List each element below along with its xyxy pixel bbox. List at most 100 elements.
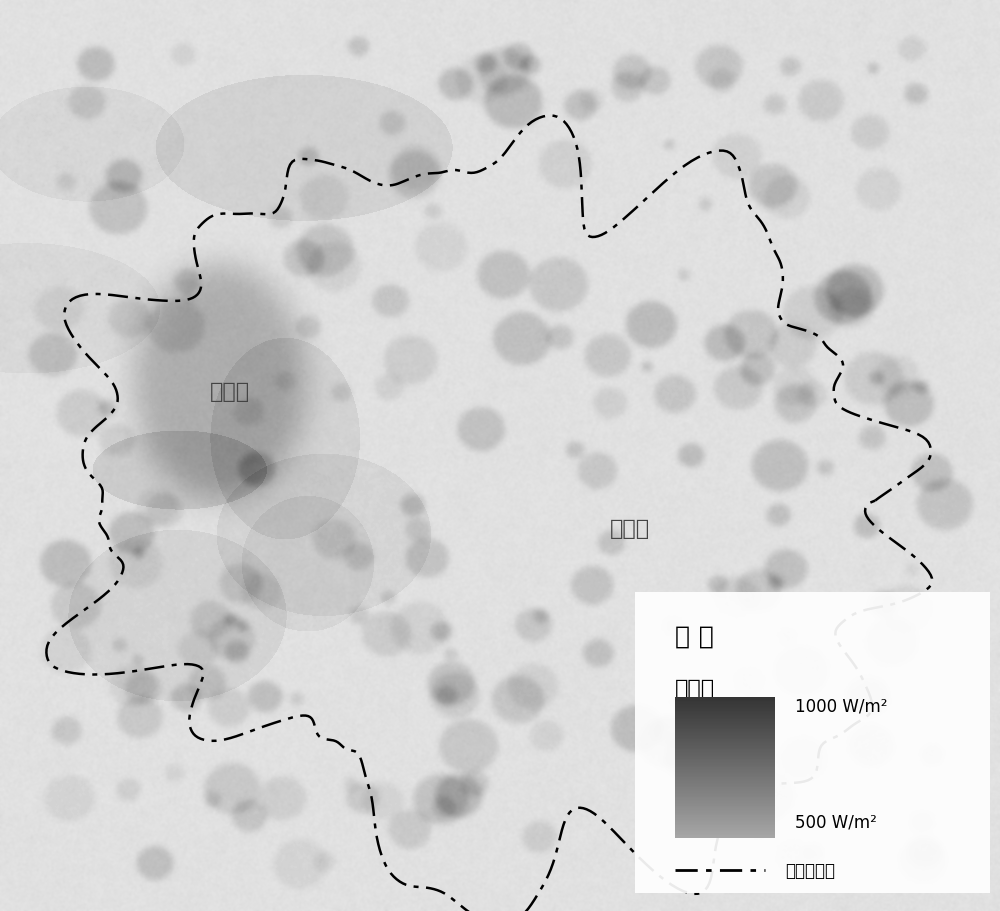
Bar	[675, 701, 775, 702]
Bar	[675, 817, 775, 818]
Bar	[675, 789, 775, 790]
Bar	[675, 836, 775, 838]
Bar	[675, 812, 775, 813]
Bar	[675, 835, 775, 836]
Bar	[675, 714, 775, 715]
Bar	[675, 794, 775, 796]
Bar	[675, 774, 775, 776]
Bar	[675, 767, 775, 769]
Bar	[675, 782, 775, 783]
Bar	[675, 717, 775, 718]
Bar	[675, 821, 775, 823]
Bar	[675, 731, 775, 732]
Bar	[675, 771, 775, 772]
Bar	[675, 759, 775, 761]
Bar	[675, 756, 775, 758]
Bar	[675, 710, 775, 711]
Bar	[675, 773, 775, 774]
Bar	[675, 834, 775, 835]
Bar	[675, 723, 775, 725]
Bar	[675, 790, 775, 792]
Bar	[675, 813, 775, 814]
Bar	[675, 762, 775, 763]
Bar	[675, 733, 775, 735]
Bar	[675, 700, 775, 701]
Bar	[675, 728, 775, 730]
Bar	[675, 787, 775, 789]
Bar	[675, 810, 775, 812]
Bar	[675, 705, 775, 707]
Bar	[675, 784, 775, 786]
Bar	[675, 746, 775, 748]
Bar	[675, 751, 775, 752]
Bar	[675, 796, 775, 797]
Bar	[675, 752, 775, 753]
Bar	[675, 730, 775, 731]
Bar	[675, 720, 775, 721]
Bar	[675, 833, 775, 834]
Bar	[675, 804, 775, 805]
Bar	[675, 758, 775, 759]
Bar	[675, 738, 775, 740]
Bar	[675, 780, 775, 782]
Text: 净辐射: 净辐射	[675, 679, 715, 699]
Text: 500 W/m²: 500 W/m²	[795, 813, 877, 831]
Bar	[675, 721, 775, 722]
Bar	[675, 712, 775, 714]
Bar	[675, 808, 775, 810]
Bar	[675, 742, 775, 743]
Bar	[675, 828, 775, 830]
Bar	[675, 783, 775, 784]
Text: 1000 W/m²: 1000 W/m²	[795, 697, 888, 715]
Bar	[675, 763, 775, 764]
Bar	[675, 753, 775, 755]
Bar	[675, 764, 775, 766]
Bar	[675, 805, 775, 807]
FancyBboxPatch shape	[635, 592, 990, 893]
Bar	[675, 779, 775, 780]
Bar	[675, 727, 775, 728]
Bar	[675, 748, 775, 749]
Bar	[675, 722, 775, 723]
Text: 成都市: 成都市	[210, 382, 250, 402]
Bar	[675, 718, 775, 720]
Bar	[675, 800, 775, 802]
Bar	[675, 786, 775, 787]
Text: 重庆市: 重庆市	[610, 518, 650, 538]
Text: 图 例: 图 例	[675, 624, 714, 648]
Bar	[675, 699, 775, 700]
Bar	[675, 732, 775, 733]
Bar	[675, 741, 775, 742]
Text: 研究区范围: 研究区范围	[785, 861, 835, 879]
Bar	[675, 830, 775, 831]
Bar	[675, 797, 775, 799]
Bar	[675, 707, 775, 708]
Bar	[675, 755, 775, 756]
Bar	[675, 708, 775, 710]
Bar	[675, 766, 775, 767]
Bar	[675, 736, 775, 738]
Bar	[675, 740, 775, 741]
Bar	[675, 824, 775, 825]
Bar	[675, 793, 775, 794]
Bar	[675, 769, 775, 771]
Bar	[675, 772, 775, 773]
Bar	[675, 823, 775, 824]
Bar	[675, 792, 775, 793]
Bar	[675, 831, 775, 833]
Bar	[675, 697, 775, 699]
Bar	[675, 803, 775, 804]
Bar	[675, 814, 775, 815]
Bar	[675, 702, 775, 704]
Bar	[675, 827, 775, 828]
Bar	[675, 711, 775, 712]
Bar	[675, 715, 775, 717]
Bar	[675, 761, 775, 762]
Bar	[675, 743, 775, 745]
Bar	[675, 815, 775, 817]
Bar	[675, 799, 775, 800]
Bar	[675, 802, 775, 803]
Bar	[675, 825, 775, 827]
Bar	[675, 777, 775, 779]
Bar	[675, 725, 775, 727]
